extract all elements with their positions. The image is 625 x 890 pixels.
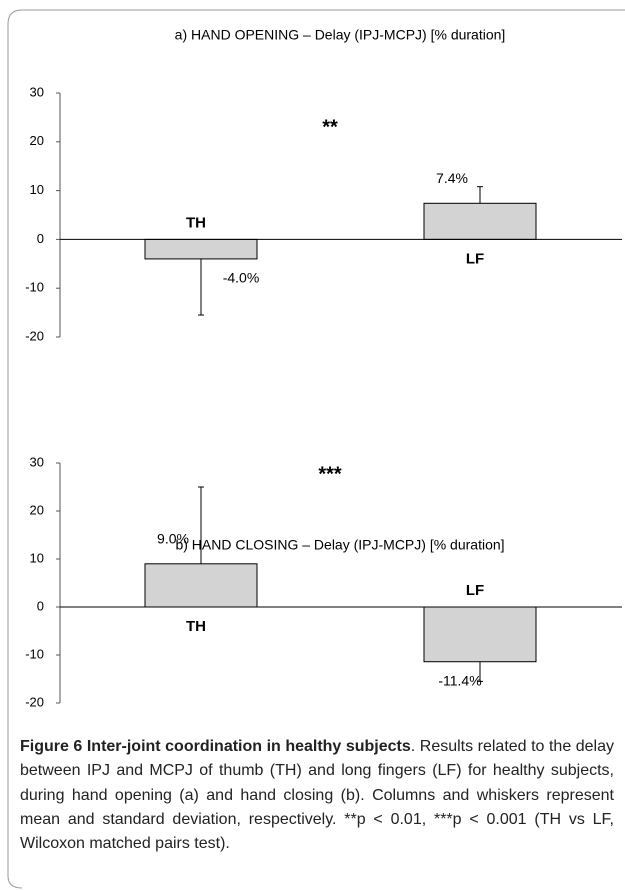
y-tick-label: 0	[37, 231, 44, 246]
caption-title: Figure 6 Inter-joint coordination in hea…	[20, 738, 411, 755]
y-tick-label: 10	[30, 182, 44, 197]
category-label: LF	[466, 582, 484, 599]
y-tick-label: 20	[30, 133, 44, 148]
value-label: -11.4%	[438, 672, 481, 688]
category-label: TH	[186, 618, 206, 635]
significance: ***	[318, 463, 342, 485]
value-label: 9.0%	[157, 531, 189, 547]
y-tick-label: -10	[25, 646, 44, 661]
y-tick-label: 30	[30, 84, 44, 99]
y-tick-label: -20	[25, 694, 44, 709]
value-label: 7.4%	[436, 170, 468, 186]
bar	[423, 606, 537, 663]
category-label: LF	[466, 250, 484, 267]
y-tick-label: 30	[30, 454, 44, 469]
significance: **	[322, 116, 338, 138]
value-label: -4.0%	[223, 270, 260, 286]
chart-title: a) HAND OPENING – Delay (IPJ-MCPJ) [% du…	[175, 27, 506, 43]
chart-title: b) HAND CLOSING – Delay (IPJ-MCPJ) [% du…	[175, 537, 504, 553]
caption: Figure 6 Inter-joint coordination in hea…	[20, 735, 614, 856]
y-tick-label: 0	[37, 598, 44, 613]
y-tick-label: 10	[30, 550, 44, 565]
caption-text: . Results related to the delay between I…	[20, 738, 614, 853]
category-label: TH	[186, 214, 206, 231]
bar	[144, 563, 258, 608]
y-tick-label: -20	[25, 328, 44, 343]
y-tick-label: 20	[30, 502, 44, 517]
frame	[7, 9, 625, 889]
bar	[423, 202, 537, 240]
bar	[144, 238, 258, 260]
y-tick-label: -10	[25, 280, 44, 295]
